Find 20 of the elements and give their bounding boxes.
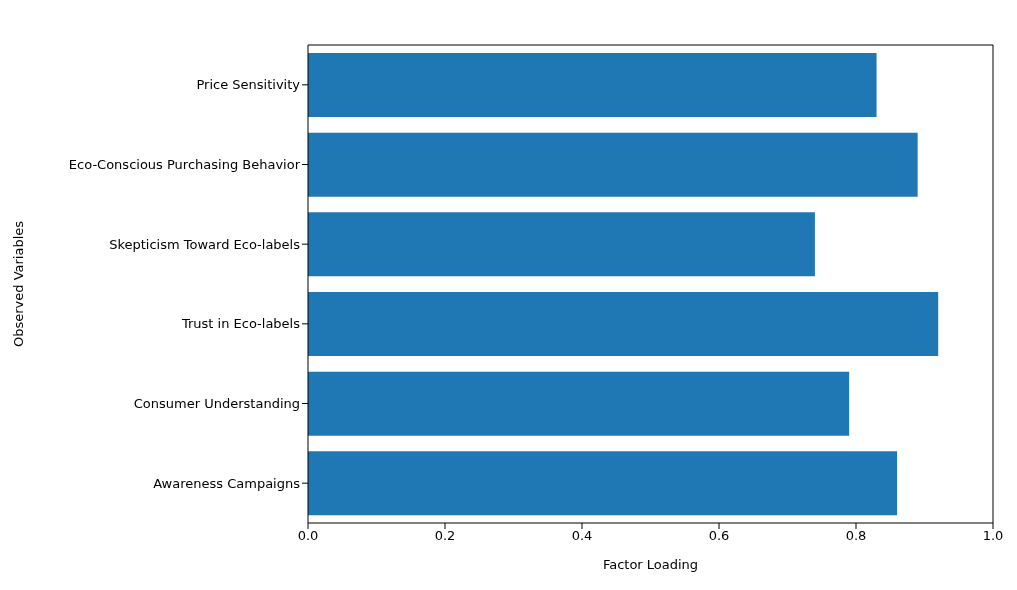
y-tick-label: Awareness Campaigns [153, 475, 301, 491]
x-tick-label: 0.6 [708, 528, 730, 544]
x-axis-title: Factor Loading [602, 557, 699, 572]
y-tick-label: Skepticism Toward Eco-labels [109, 236, 301, 252]
x-tick-label: 1.0 [982, 528, 1004, 544]
y-tick-label: Trust in Eco-labels [180, 316, 301, 332]
y-tick-label: Eco-Conscious Purchasing Behavior [68, 157, 301, 173]
x-tick-label: 0.2 [434, 528, 456, 544]
bar [308, 292, 939, 356]
y-tick-label: Price Sensitivity [196, 77, 301, 93]
x-tick-label: 0.0 [297, 528, 319, 544]
bar [308, 132, 918, 197]
x-tick-label: 0.8 [845, 528, 867, 544]
bar [308, 371, 850, 436]
bar [308, 212, 815, 277]
x-tick-label: 0.4 [571, 528, 593, 544]
bar [308, 53, 877, 117]
y-axis-title: Observed Variables [10, 220, 26, 348]
bar [308, 451, 898, 516]
y-tick-label: Consumer Understanding [133, 396, 300, 412]
